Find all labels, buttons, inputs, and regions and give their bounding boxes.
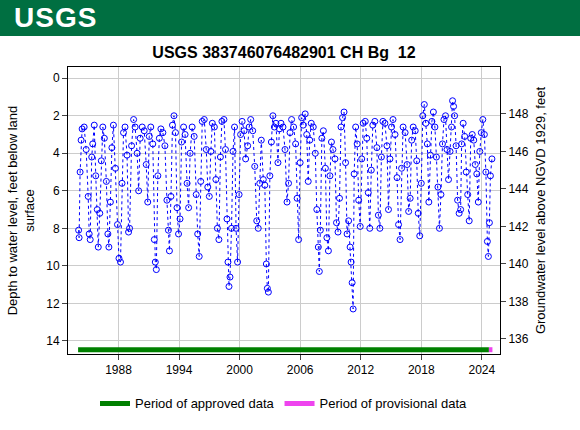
svg-text:10: 10	[46, 259, 60, 273]
svg-text:8: 8	[53, 222, 60, 236]
svg-text:2012: 2012	[347, 363, 374, 377]
svg-text:144: 144	[508, 182, 528, 196]
svg-text:138: 138	[508, 295, 528, 309]
svg-text:2000: 2000	[226, 363, 253, 377]
svg-text:2006: 2006	[287, 363, 314, 377]
svg-text:USGS 383746076482901 CH Bg 12: USGS 383746076482901 CH Bg 12	[152, 44, 415, 61]
svg-text:1988: 1988	[105, 363, 132, 377]
svg-text:6: 6	[53, 184, 60, 198]
svg-text:14: 14	[46, 334, 60, 348]
svg-text:142: 142	[508, 220, 528, 234]
svg-text:1994: 1994	[166, 363, 193, 377]
svg-text:12: 12	[46, 297, 60, 311]
svg-text:4: 4	[53, 146, 60, 160]
svg-text:2018: 2018	[408, 363, 435, 377]
svg-text:Groundwater level above NGVD 1: Groundwater level above NGVD 1929, feet	[533, 87, 548, 335]
svg-text:146: 146	[508, 145, 528, 159]
svg-text:2024: 2024	[468, 363, 495, 377]
svg-text:136: 136	[508, 332, 528, 346]
svg-text:Period of approved data: Period of approved data	[135, 396, 275, 411]
html-text:USGS: USGS	[14, 2, 98, 33]
svg-text:2: 2	[53, 109, 60, 123]
svg-text:140: 140	[508, 257, 528, 271]
svg-text:Period of provisional data: Period of provisional data	[320, 396, 467, 411]
svg-text:Depth to water level, feet bel: Depth to water level, feet below landsur…	[5, 106, 37, 316]
svg-text:0: 0	[53, 71, 60, 85]
svg-text:148: 148	[508, 107, 528, 121]
